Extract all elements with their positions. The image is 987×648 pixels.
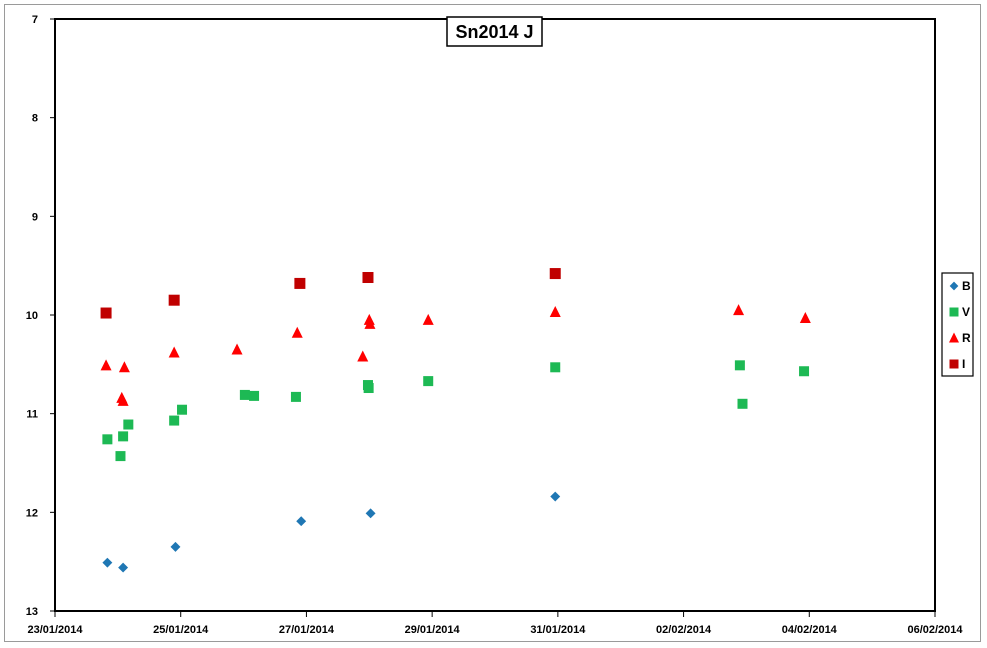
point-I	[100, 307, 112, 319]
point-R	[291, 326, 303, 338]
point-B	[296, 516, 307, 527]
point-V	[363, 383, 374, 394]
point-B	[118, 562, 129, 573]
point-B	[550, 491, 561, 502]
legend-box	[941, 272, 974, 377]
point-V	[118, 431, 129, 442]
point-R	[422, 313, 434, 325]
point-V	[169, 415, 180, 426]
point-R	[364, 317, 376, 329]
y-tick-label: 13	[26, 606, 38, 618]
point-R	[100, 359, 112, 371]
point-V	[123, 419, 134, 430]
x-tick-label: 27/01/2014	[279, 624, 335, 636]
point-V	[737, 398, 748, 409]
point-R	[118, 361, 130, 373]
point-V	[423, 376, 434, 387]
y-tick-label: 11	[26, 409, 38, 421]
point-V	[799, 366, 810, 377]
point-V	[290, 391, 301, 402]
legend-label-B: B	[962, 279, 971, 293]
x-tick-label: 23/01/2014	[27, 624, 83, 636]
legend-label-V: V	[962, 305, 970, 319]
point-V	[177, 404, 188, 415]
x-axis-ticks: 23/01/2014 25/01/2014 27/01/2014 29/01/2014…	[27, 611, 963, 636]
x-tick-label: 29/01/2014	[405, 624, 461, 636]
legend-marker-V	[949, 307, 959, 317]
point-I	[294, 277, 306, 289]
point-R	[733, 304, 745, 316]
point-I	[362, 272, 374, 284]
legend-marker-B	[949, 281, 959, 291]
y-tick-label: 7	[32, 14, 38, 26]
point-B	[170, 541, 181, 552]
y-tick-label: 12	[26, 507, 38, 519]
point-R	[117, 394, 129, 406]
point-R	[231, 343, 243, 355]
y-tick-label: 10	[26, 310, 38, 322]
point-V	[115, 451, 126, 462]
point-B	[365, 508, 376, 519]
point-I	[549, 268, 561, 280]
series-I	[100, 268, 561, 319]
legend-label-R: R	[962, 331, 971, 345]
point-V	[734, 360, 745, 371]
point-R	[799, 311, 811, 323]
y-tick-label: 9	[32, 211, 38, 223]
y-tick-label: 8	[32, 113, 38, 125]
x-tick-label: 25/01/2014	[153, 624, 209, 636]
x-tick-label: 04/02/2014	[782, 624, 838, 636]
x-tick-label: 02/02/2014	[656, 624, 712, 636]
legend-marker-I	[949, 359, 959, 369]
point-R	[168, 346, 180, 358]
series-V	[102, 360, 810, 462]
point-V	[249, 390, 260, 401]
series-B	[102, 491, 561, 573]
x-tick-label: 31/01/2014	[530, 624, 586, 636]
point-I	[168, 294, 180, 306]
legend-marker-R	[949, 332, 959, 343]
legend-label-I: I	[962, 357, 965, 371]
point-V	[550, 362, 561, 373]
point-V	[239, 389, 250, 400]
plot-area	[54, 18, 936, 612]
chart-title: Sn2014 J	[455, 22, 533, 42]
series-R	[100, 304, 811, 406]
chart-title-box: Sn2014 J	[446, 16, 543, 47]
point-R	[549, 306, 561, 318]
point-V	[102, 434, 113, 445]
point-R	[357, 350, 369, 362]
data-points	[100, 268, 811, 573]
x-tick-label: 06/02/2014	[907, 624, 963, 636]
point-B	[102, 557, 113, 568]
y-axis-ticks: 7 8 9 10 11 12 13	[26, 14, 55, 618]
